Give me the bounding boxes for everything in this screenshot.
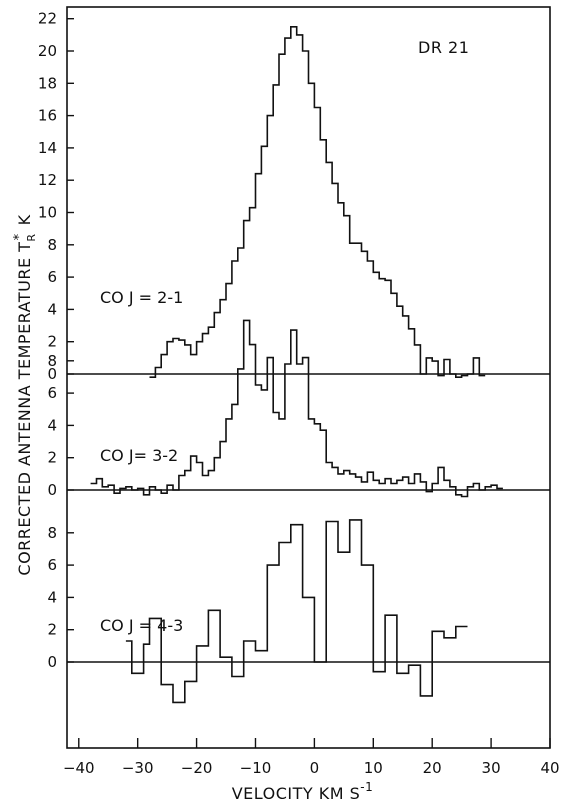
series-histogram bbox=[149, 26, 486, 378]
series-label: CO J = 2-1 bbox=[100, 288, 183, 307]
x-tick-label: −10 bbox=[240, 759, 272, 777]
chart-title: DR 21 bbox=[418, 38, 469, 57]
x-tick-label: 30 bbox=[482, 759, 501, 777]
x-axis: −40 −30 −20 −10 0 10 20 30 40 bbox=[63, 738, 560, 777]
x-axis-title-exponent: -1 bbox=[360, 780, 373, 794]
y-tick-label: 22 bbox=[38, 10, 57, 28]
series-label: CO J = 4-3 bbox=[100, 616, 183, 635]
y-tick-label: 2 bbox=[47, 333, 57, 351]
x-tick-label: 40 bbox=[540, 759, 559, 777]
series-histogram bbox=[125, 519, 468, 704]
y-axis-title-text: CORRECTED ANTENNA TEMPERATURE TR* K bbox=[12, 214, 38, 575]
y-tick-label: 6 bbox=[47, 556, 57, 574]
y-tick-label: 6 bbox=[47, 268, 57, 286]
y-tick-label: 4 bbox=[47, 416, 57, 434]
y-tick-label: 18 bbox=[38, 74, 57, 92]
y-tick-label: 10 bbox=[38, 204, 57, 222]
y-tick-label: 6 bbox=[47, 384, 57, 402]
y-tick-label: 0 bbox=[47, 365, 57, 383]
plot-frame bbox=[66, 6, 551, 749]
y-tick-label: 20 bbox=[38, 42, 57, 60]
panel-1: 0 2 4 6 8 10 12 14 16 18 20 22 CO J = 2-1 bbox=[38, 10, 550, 383]
series-label: CO J= 3-2 bbox=[100, 446, 178, 465]
y-tick-label: 4 bbox=[47, 300, 57, 318]
series-histogram bbox=[90, 319, 503, 498]
x-tick-label: 20 bbox=[423, 759, 442, 777]
panel-3: 0 2 4 6 8 CO J = 4-3 bbox=[47, 519, 550, 704]
x-axis-title-text: VELOCITY KM S bbox=[232, 784, 361, 803]
y-axis-title-superscript: * bbox=[12, 233, 27, 240]
y-tick-label: 0 bbox=[47, 653, 57, 671]
y-tick-label: 2 bbox=[47, 449, 57, 467]
y-tick-label: 8 bbox=[47, 524, 57, 542]
y-axis-title-words: CORRECTED ANTENNA TEMPERATURE T bbox=[15, 242, 34, 576]
y-axis-title-unit: K bbox=[15, 214, 34, 225]
x-tick-label: −30 bbox=[122, 759, 154, 777]
x-axis-title: VELOCITY KM S-1 bbox=[232, 780, 374, 803]
y-axis-title: CORRECTED ANTENNA TEMPERATURE TR* K bbox=[12, 214, 38, 575]
y-tick-label: 2 bbox=[47, 621, 57, 639]
y-tick-label: 8 bbox=[47, 236, 57, 254]
y-tick-label: 12 bbox=[38, 171, 57, 189]
x-tick-label: 10 bbox=[364, 759, 383, 777]
y-tick-label: 16 bbox=[38, 107, 57, 125]
x-tick-label: −20 bbox=[181, 759, 213, 777]
y-tick-label: 8 bbox=[47, 352, 57, 370]
x-tick-label: −40 bbox=[63, 759, 95, 777]
y-axis-title-subscript: R bbox=[25, 233, 38, 241]
y-tick-label: 0 bbox=[47, 481, 57, 499]
y-tick-label: 14 bbox=[38, 139, 57, 157]
y-tick-label: 4 bbox=[47, 588, 57, 606]
panel-2: 0 2 4 6 8 CO J= 3-2 bbox=[47, 319, 550, 499]
x-tick-label: 0 bbox=[310, 759, 320, 777]
